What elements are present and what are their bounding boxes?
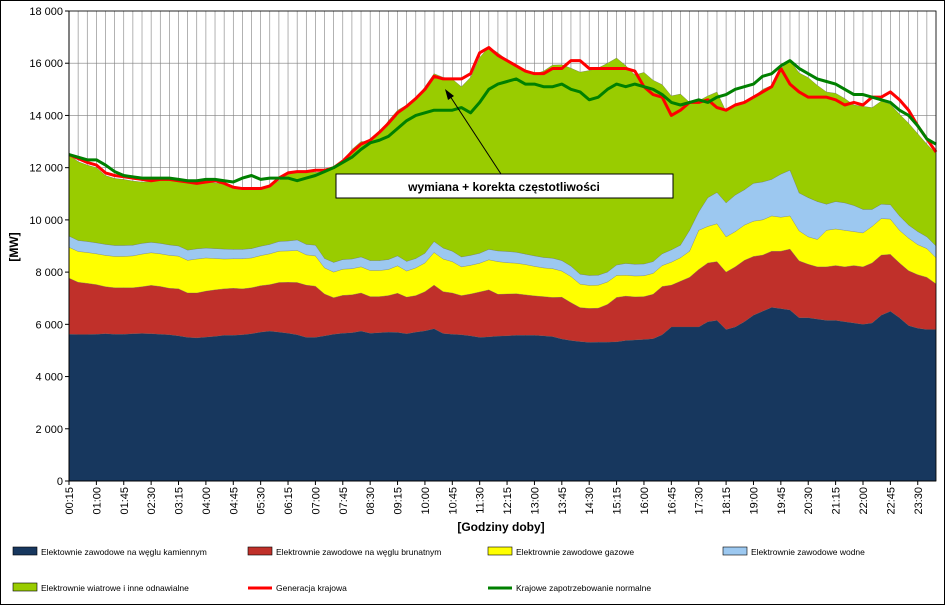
y-tick-label: 14 000	[29, 110, 63, 122]
x-tick-label: 09:15	[393, 487, 405, 515]
legend-label: Elektrownie wiatrowe i inne odnawialne	[41, 583, 189, 593]
line-series	[68, 46, 938, 191]
legend-label: Elektownie zawodowe na węglu kamiennym	[41, 547, 207, 557]
area-series	[69, 47, 936, 276]
annotation-text: wymiana + korekta częstotliwości	[407, 180, 600, 194]
x-tick-label: 04:45	[228, 487, 240, 515]
area-edge	[68, 248, 937, 309]
y-tick-label: 16 000	[29, 58, 63, 70]
x-tick-label: 21:15	[831, 487, 843, 515]
y-tick-label: 4 000	[35, 372, 63, 384]
x-tick-label: 13:45	[557, 487, 569, 515]
y-tick-label: 12 000	[29, 163, 63, 175]
legend-label: Elektrownie zawodowe na węglu brunatnym	[276, 547, 441, 557]
x-tick-label: 10:00	[420, 487, 432, 515]
line-series-path	[68, 46, 938, 191]
x-tick-label: 16:00	[639, 487, 651, 515]
y-tick-label: 10 000	[29, 215, 63, 227]
legend-label: Elektrownie zawodowe wodne	[751, 547, 865, 557]
x-axis-title: [Godziny doby]	[457, 520, 544, 534]
legend-swatch	[247, 546, 273, 556]
annotation-arrowhead	[445, 89, 454, 100]
x-tick-label: 07:00	[310, 487, 322, 515]
y-tick-label: 18 000	[29, 6, 63, 18]
legend-label: Generacja krajowa	[276, 583, 347, 593]
x-tick-label: 19:45	[776, 487, 788, 515]
x-tick-label: 12:15	[502, 487, 514, 515]
x-tick-label: 11:30	[475, 487, 487, 514]
x-tick-label: 20:30	[803, 487, 815, 515]
x-tick-label: 10:45	[447, 487, 459, 515]
legend-swatch	[12, 546, 38, 556]
legend: Elektownie zawodowe na węglu kamiennym El…	[12, 546, 865, 593]
x-tick-label: 19:00	[748, 487, 760, 515]
y-tick-label: 2 000	[35, 424, 63, 436]
x-tick-label: 05:30	[256, 487, 268, 515]
legend-label: Elektrownie zawodowe gazowe	[516, 547, 634, 557]
x-tick-label: 02:30	[146, 487, 158, 515]
x-tick-label: 13:00	[529, 487, 541, 515]
x-tick-label: 07:45	[338, 487, 350, 515]
x-tick-label: 16:45	[666, 487, 678, 515]
area-series	[69, 249, 936, 343]
x-tick-label: 01:00	[91, 487, 103, 515]
x-tick-label: 03:15	[174, 487, 186, 515]
x-tick-label: 17:30	[694, 487, 706, 515]
x-tick-label: 06:15	[283, 487, 295, 515]
x-tick-label: 18:15	[721, 487, 733, 515]
x-tick-label: 22:00	[858, 487, 870, 515]
legend-label: Krajowe zapotrzebowanie normalne	[516, 583, 651, 593]
x-tick-label: 08:30	[365, 487, 377, 515]
legend-swatch	[12, 582, 38, 592]
x-tick-label: 15:15	[612, 487, 624, 515]
x-tick-label: 22:45	[885, 487, 897, 515]
axes: 0 2 000 4 000 6 000 8 000 10 000 12 000 14 000 1…	[29, 6, 937, 515]
annotation-arrow	[447, 92, 502, 175]
stacked-areas	[68, 46, 937, 481]
x-tick-label: 01:45	[119, 487, 131, 515]
x-tick-label: 23:30	[913, 487, 925, 515]
legend-swatch	[722, 546, 748, 556]
legend-swatch	[487, 546, 513, 556]
annotation-box	[335, 173, 674, 199]
y-tick-label: 6 000	[35, 319, 63, 331]
x-tick-label: 00:15	[64, 487, 76, 515]
x-tick-label: 04:00	[201, 487, 213, 515]
plot-area-border	[68, 10, 937, 482]
area-series	[69, 307, 936, 481]
area-edge	[68, 307, 936, 343]
y-tick-label: 0	[57, 476, 63, 488]
y-axis-title: [MW]	[7, 232, 21, 261]
area-series	[69, 170, 936, 286]
y-tick-label: 8 000	[35, 267, 63, 279]
annotation: wymiana + korekta częstotliwości	[335, 89, 674, 199]
x-tick-label: 14:30	[584, 487, 596, 515]
area-edge	[68, 169, 937, 276]
line-series-path	[68, 59, 937, 184]
area-edge	[68, 215, 937, 286]
